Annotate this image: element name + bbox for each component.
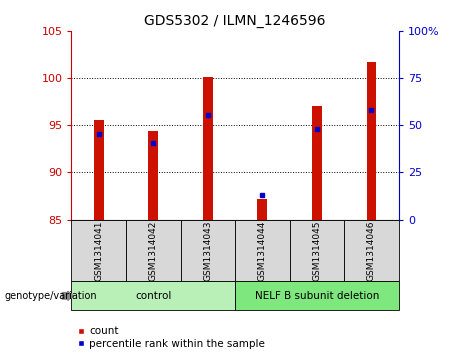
Text: GSM1314045: GSM1314045	[313, 220, 321, 281]
Bar	[181, 220, 235, 281]
Bar	[148, 131, 158, 220]
Text: GSM1314044: GSM1314044	[258, 220, 267, 281]
Legend: count, percentile rank within the sample: count, percentile rank within the sample	[77, 326, 265, 348]
Bar	[94, 119, 104, 220]
Text: GSM1314041: GSM1314041	[94, 220, 103, 281]
Text: GSM1314043: GSM1314043	[203, 220, 213, 281]
Bar	[344, 220, 399, 281]
Bar	[366, 62, 376, 220]
Bar	[235, 281, 399, 310]
Bar	[203, 77, 213, 220]
Text: GSM1314042: GSM1314042	[149, 220, 158, 281]
Bar	[235, 220, 290, 281]
Bar	[71, 220, 126, 281]
Title: GDS5302 / ILMN_1246596: GDS5302 / ILMN_1246596	[144, 15, 326, 28]
Text: NELF B subunit deletion: NELF B subunit deletion	[255, 291, 379, 301]
Text: control: control	[135, 291, 171, 301]
Bar	[258, 199, 267, 220]
Text: GSM1314046: GSM1314046	[367, 220, 376, 281]
Bar	[312, 106, 322, 220]
Text: genotype/variation: genotype/variation	[5, 291, 97, 301]
Bar	[126, 220, 181, 281]
Bar	[71, 281, 235, 310]
Bar	[290, 220, 344, 281]
